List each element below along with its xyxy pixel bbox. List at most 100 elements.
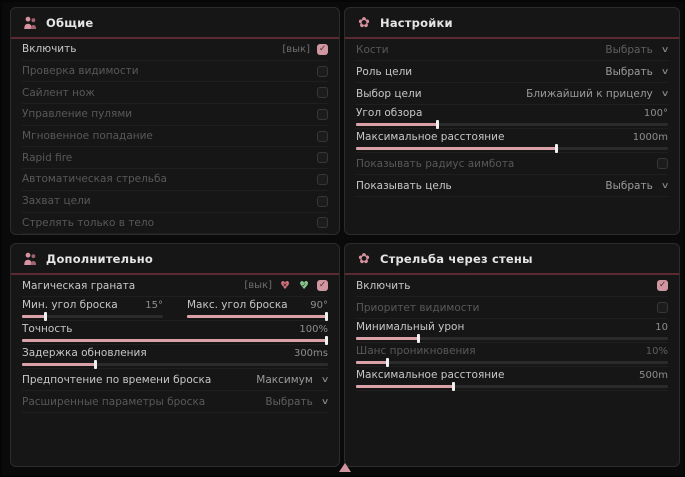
row-toggle-rapid-fire[interactable]: Rapid fire [22, 147, 328, 170]
row-label: Rapid fire [22, 151, 73, 164]
slider-value: 10 [655, 321, 668, 333]
row-controls [317, 108, 328, 120]
slider-track[interactable] [187, 312, 328, 321]
checkbox[interactable] [317, 152, 328, 164]
panel-general: Общие Включить [вык] ✓ Проверка видимости Са… [10, 7, 340, 235]
row-select-показывать-цель: Показывать цель Выбрать ∨ [356, 175, 669, 197]
checkbox[interactable] [317, 130, 328, 142]
slider-track[interactable] [356, 358, 668, 367]
row-label: Сайлент нож [22, 86, 95, 99]
slider-fill [356, 385, 453, 388]
slider-thumb[interactable] [417, 334, 421, 343]
slider-label-line: Угол обзора 100° [356, 107, 668, 119]
row-slider-шанс-проникновения: Шанс проникновения 10% [356, 343, 668, 367]
slider-fill [356, 147, 556, 150]
slider-track[interactable] [356, 382, 668, 391]
slider-thumb[interactable] [43, 312, 47, 321]
dropdown[interactable]: Максимум ∨ [256, 374, 329, 386]
heart-check-icon: ♥ ✓ [299, 279, 309, 292]
row-label: Кости [356, 43, 389, 56]
dropdown[interactable]: Выбрать ∨ [605, 66, 669, 78]
dropdown[interactable]: Выбрать ∨ [605, 43, 669, 56]
slider-thumb[interactable] [94, 360, 98, 369]
dropdown[interactable]: Выбрать ∨ [605, 179, 669, 192]
slider-track[interactable] [356, 120, 668, 129]
row-slider-угол-обзора: Угол обзора 100° [356, 105, 668, 129]
slider-track[interactable] [22, 336, 328, 345]
row-slider-точность: Точность 100% [22, 321, 328, 345]
panel-title: Общие [46, 16, 94, 30]
hotkey-hint: [вык] [282, 43, 310, 55]
checkbox[interactable]: ✓ [317, 280, 328, 291]
dropdown-value: Выбрать [605, 179, 653, 192]
slider-label: Задержка обновления [22, 347, 147, 359]
slider-thumb[interactable] [554, 144, 558, 153]
row-toggle-захват-цели[interactable]: Захват цели [22, 191, 328, 213]
checkbox[interactable] [657, 158, 668, 169]
dropdown-value: Выбрать [605, 43, 653, 56]
row-toggle-стрелять-только-в-тело[interactable]: Стрелять только в тело [22, 213, 328, 234]
header-divider [345, 273, 679, 275]
checkbox[interactable]: ✓ [317, 43, 328, 55]
checkbox[interactable] [317, 65, 328, 77]
panel-body: Включить [вык] ✓ Проверка видимости Сайлент … [11, 39, 339, 234]
slider-fill [187, 315, 328, 318]
panel-header: Общие [11, 8, 339, 37]
slider-track[interactable] [22, 312, 163, 321]
slider-label: Угол обзора [356, 107, 423, 119]
panel-title: Стрельба через стены [380, 252, 533, 266]
slider-label-line: Точность 100% [22, 323, 328, 335]
row-toggle-автоматическая-стрельба[interactable]: Автоматическая стрельба [22, 169, 328, 191]
slider-label-line: Макс. угол броска 90° [187, 299, 328, 311]
row-select-выбор-цели: Выбор цели Ближайший к прицелу ∨ [356, 83, 669, 105]
checkbox[interactable] [317, 217, 328, 229]
row-slider-задержка-обновления: Задержка обновления 300ms [22, 345, 328, 369]
slider-pair: Мин. угол броска 15° Макс. угол броска 90° [22, 299, 328, 321]
row-toggle-включить[interactable]: Включить [вык] ✓ [22, 39, 328, 61]
slider-track[interactable] [356, 144, 668, 153]
panel-body: Включить ✓ Приоритет видимости Минимальный … [345, 275, 679, 466]
row-controls [317, 217, 328, 229]
slider-thumb[interactable] [325, 336, 328, 345]
slider-value: 100° [643, 107, 668, 119]
slider-thumb[interactable] [386, 358, 390, 367]
checkbox[interactable] [317, 173, 328, 185]
slider-thumb[interactable] [451, 382, 455, 391]
row-toggle-управление-пулями[interactable]: Управление пулями [22, 104, 328, 126]
row-controls [317, 173, 328, 185]
slider-label-line: Минимальный урон 10 [356, 321, 668, 333]
panel-header: Дополнительно [11, 244, 339, 273]
dropdown[interactable]: Выбрать ∨ [265, 396, 330, 408]
slider-value: 15° [145, 299, 163, 311]
slider-fill [356, 337, 419, 340]
row-label: Мгновенное попадание [22, 130, 153, 143]
row-label: Магическая граната [22, 279, 136, 292]
slider-thumb[interactable] [436, 120, 440, 129]
dropdown[interactable]: Ближайший к прицелу ∨ [526, 88, 669, 100]
row-select-кости: Кости Выбрать ∨ [356, 39, 669, 61]
row-toggle-показывать-радиус-аимбота[interactable]: Показывать радиус аимбота [356, 153, 668, 175]
checkbox[interactable] [317, 195, 328, 207]
row-select-предпочтение-по-времени-броска: Предпочтение по времени броска Максимум ∨ [22, 369, 329, 391]
row-toggle-магическая-граната[interactable]: Магическая граната [вык] ♥ ✕ ♥ ✓ ✓ [22, 275, 328, 297]
panel-title: Настройки [380, 16, 453, 30]
chevron-down-icon: ∨ [320, 396, 330, 407]
checkbox[interactable]: ✓ [657, 280, 668, 291]
row-label: Захват цели [22, 195, 91, 208]
checkbox[interactable] [657, 302, 668, 313]
row-toggle-включить[interactable]: Включить ✓ [356, 275, 668, 297]
slider-label: Максимальное расстояние [356, 369, 505, 381]
slider-track[interactable] [356, 334, 668, 343]
row-label: Проверка видимости [22, 65, 139, 78]
row-toggle-приоритет-видимости[interactable]: Приоритет видимости [356, 297, 668, 319]
checkbox[interactable] [317, 108, 328, 120]
slider-value: 90° [310, 299, 328, 311]
panel-body: Кости Выбрать ∨ Роль цели Выбрать ∨ Выбор цели… [345, 39, 679, 234]
row-toggle-мгновенное-попадание[interactable]: Мгновенное попадание [22, 126, 328, 148]
row-toggle-проверка-видимости[interactable]: Проверка видимости [22, 61, 328, 83]
row-toggle-сайлент-нож[interactable]: Сайлент нож [22, 82, 328, 105]
slider-track[interactable] [22, 360, 328, 369]
slider-thumb[interactable] [325, 312, 328, 321]
checkbox[interactable] [317, 87, 328, 99]
